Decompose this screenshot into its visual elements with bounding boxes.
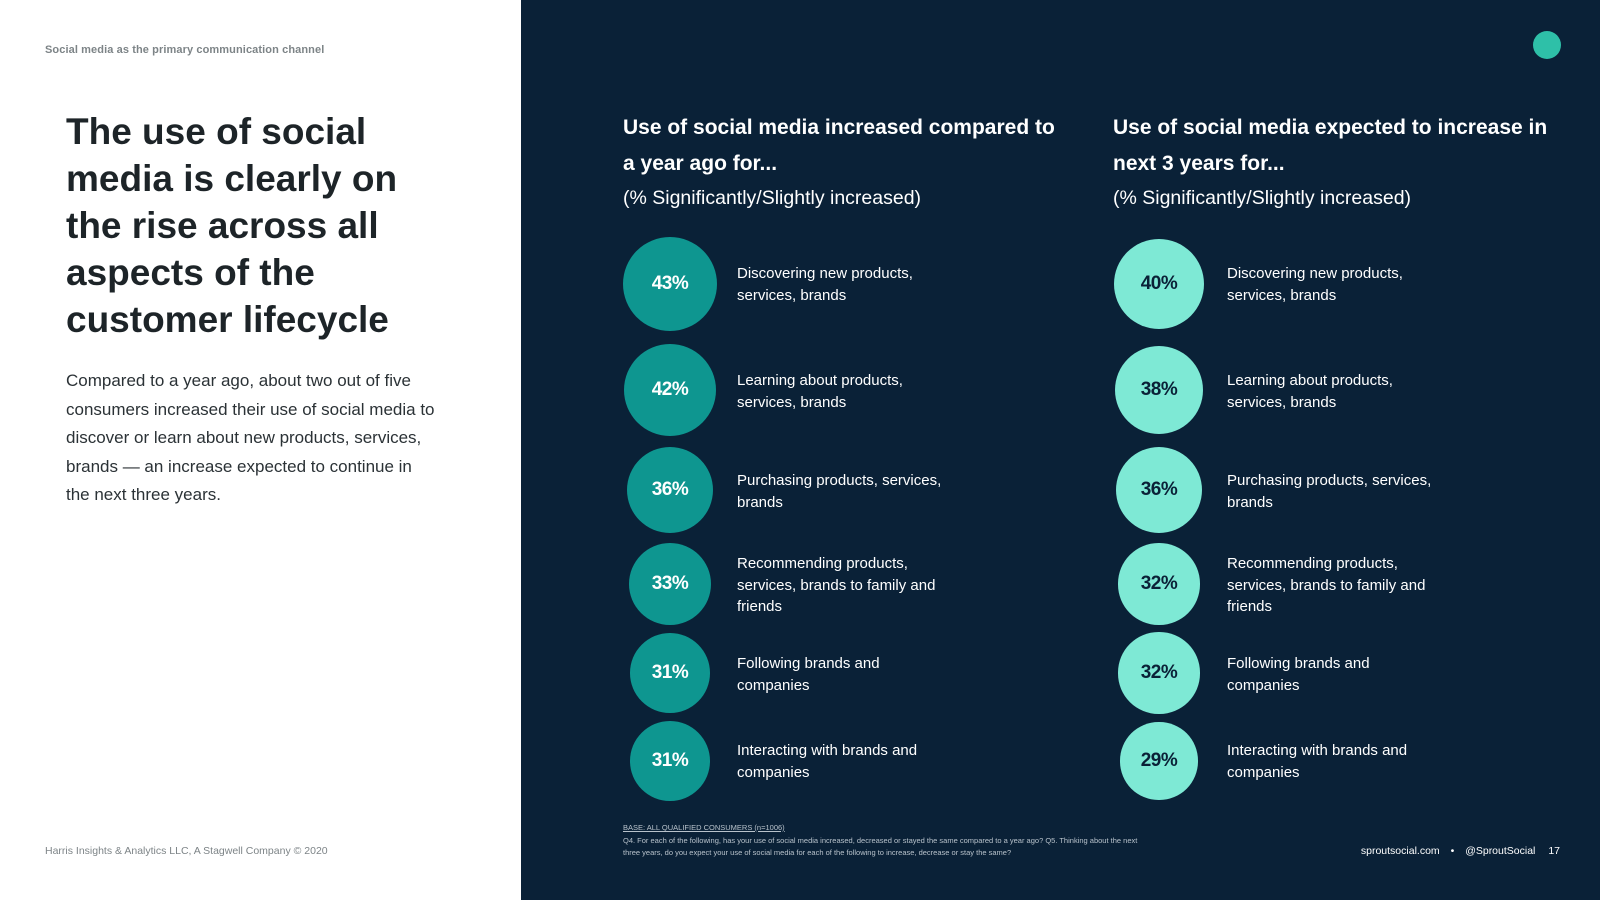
bubble-year-ago-4: 33% <box>628 542 712 626</box>
footnote: Q4. For each of the following, has your … <box>623 836 1138 857</box>
category-label-next-3-years-1: Discovering new products, services, bran… <box>1227 265 1403 304</box>
category-label-year-ago-4: Recommending products, services, brands … <box>737 555 936 615</box>
bubble-next-3-years-6: 29% <box>1120 722 1198 800</box>
chart-title-next-3-years: Use of social media expected to increase… <box>1113 116 1548 175</box>
category-label-year-ago-1: Discovering new products, services, bran… <box>737 265 913 304</box>
body-text: Compared to a year ago, about two out of… <box>66 371 435 504</box>
footer-copyright: Harris Insights & Analytics LLC, A Stagw… <box>45 845 328 857</box>
headline: The use of social media is clearly on th… <box>66 111 398 340</box>
category-label-year-ago-3: Purchasing products, services, brands <box>737 472 942 511</box>
base-note: BASE: ALL QUALIFIED CONSUMERS (n=1006) <box>623 823 785 832</box>
footer-site: sproutsocial.com <box>1360 845 1440 857</box>
category-label-next-3-years-5: Following brands and companies <box>1227 655 1370 694</box>
bubble-next-3-years-5: 32% <box>1118 632 1200 714</box>
category-label-next-3-years-4: Recommending products, services, brands … <box>1227 555 1426 615</box>
bubble-year-ago-1: 43% <box>623 237 717 331</box>
chart-subtitle-year-ago: (% Significantly/Slightly increased) <box>623 187 922 209</box>
bubble-next-3-years-3: 36% <box>1115 446 1202 533</box>
chart-title-year-ago: Use of social media increased compared t… <box>623 116 1055 175</box>
category-label-year-ago-6: Interacting with brands and companies <box>737 742 918 781</box>
category-label-year-ago-2: Learning about products, services, brand… <box>737 372 903 411</box>
bubble-next-3-years-2: 38% <box>1114 345 1204 435</box>
category-label-next-3-years-3: Purchasing products, services, brands <box>1227 472 1432 511</box>
bubble-year-ago-6: 31% <box>630 721 710 801</box>
category-label-year-ago-5: Following brands and companies <box>737 655 880 694</box>
footer-separator: • <box>1450 845 1455 857</box>
bubble-year-ago-5: 31% <box>630 633 710 713</box>
footer-handle: @SproutSocial <box>1465 845 1536 857</box>
left-panel: Social media as the primary communicatio… <box>0 0 521 900</box>
chart-subtitle-next-3-years: (% Significantly/Slightly increased) <box>1113 187 1412 209</box>
bubble-next-3-years-1: 40% <box>1113 238 1205 330</box>
accent-dot <box>1533 31 1561 59</box>
category-label-next-3-years-2: Learning about products, services, brand… <box>1227 372 1393 411</box>
category-label-next-3-years-6: Interacting with brands and companies <box>1227 742 1408 781</box>
bubble-year-ago-2: 42% <box>623 343 717 437</box>
footer-right: sproutsocial.com • @SproutSocial 17 <box>1361 845 1560 857</box>
page-number: 17 <box>1548 845 1560 857</box>
bubble-next-3-years-4: 32% <box>1118 543 1200 625</box>
section-label: Social media as the primary communicatio… <box>45 44 325 56</box>
bubble-year-ago-3: 36% <box>626 446 713 533</box>
